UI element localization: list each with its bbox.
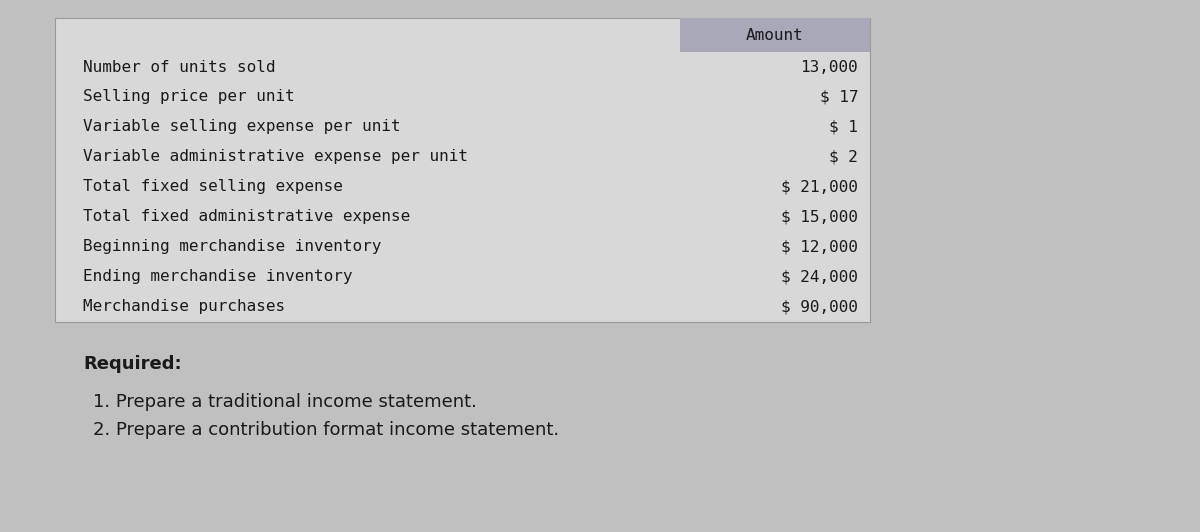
Text: $ 90,000: $ 90,000 [781,300,858,314]
Text: Total fixed administrative expense: Total fixed administrative expense [83,210,410,225]
Text: Variable selling expense per unit: Variable selling expense per unit [83,120,401,135]
Text: Amount: Amount [746,28,804,43]
Text: Required:: Required: [83,355,181,373]
Text: Total fixed selling expense: Total fixed selling expense [83,179,343,195]
Text: 13,000: 13,000 [800,60,858,74]
Text: $ 1: $ 1 [829,120,858,135]
Text: Beginning merchandise inventory: Beginning merchandise inventory [83,239,382,254]
Text: Number of units sold: Number of units sold [83,60,276,74]
Text: $ 15,000: $ 15,000 [781,210,858,225]
Text: $ 12,000: $ 12,000 [781,239,858,254]
Text: $ 21,000: $ 21,000 [781,179,858,195]
Text: $ 2: $ 2 [829,149,858,164]
Text: Selling price per unit: Selling price per unit [83,89,295,104]
Text: Merchandise purchases: Merchandise purchases [83,300,286,314]
Bar [55,18,870,322]
Text: Ending merchandise inventory: Ending merchandise inventory [83,270,353,285]
Text: $ 24,000: $ 24,000 [781,270,858,285]
Text: 1. Prepare a traditional income statement.: 1. Prepare a traditional income statemen… [94,393,476,411]
Text: 2. Prepare a contribution format income statement.: 2. Prepare a contribution format income … [94,421,559,439]
Bar [680,18,870,52]
Text: $ 17: $ 17 [820,89,858,104]
Text: Variable administrative expense per unit: Variable administrative expense per unit [83,149,468,164]
